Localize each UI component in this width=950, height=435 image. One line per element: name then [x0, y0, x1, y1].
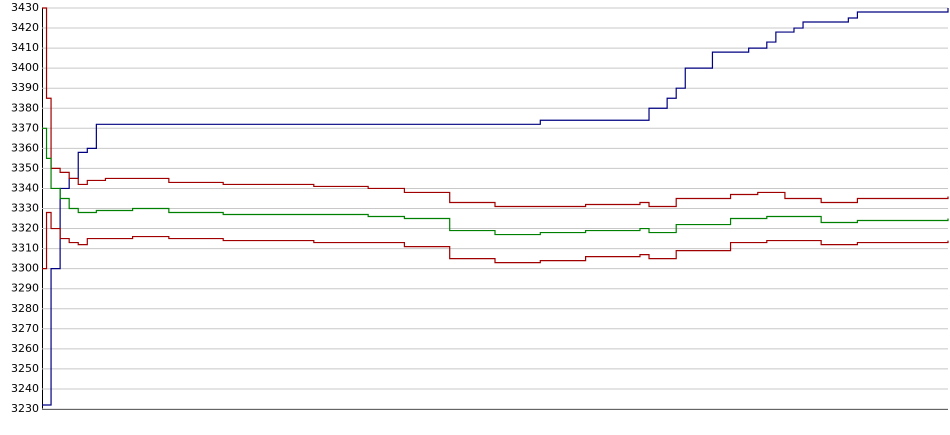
series-line — [42, 127, 949, 236]
y-tick-label: 3240 — [11, 382, 39, 395]
y-tick-label: 3330 — [11, 202, 39, 215]
y-tick-label: 3260 — [11, 342, 39, 355]
y-tick-label: 3230 — [11, 402, 39, 415]
y-tick-label: 3290 — [11, 282, 39, 295]
y-tick-label: 3410 — [11, 41, 39, 54]
y-tick-label: 3250 — [11, 362, 39, 375]
y-tick-label: 3380 — [11, 101, 39, 114]
y-tick-label: 3300 — [11, 262, 39, 275]
y-tick-label: 3430 — [11, 1, 39, 14]
y-tick-label: 3370 — [11, 121, 39, 134]
y-tick-label: 3280 — [11, 302, 39, 315]
y-tick-label: 3400 — [11, 61, 39, 74]
series-line — [42, 211, 949, 270]
y-tick-label: 3310 — [11, 242, 39, 255]
y-tick-label: 3270 — [11, 322, 39, 335]
series-line — [42, 8, 949, 406]
y-tick-label: 3340 — [11, 181, 39, 194]
y-tick-label: 3420 — [11, 21, 39, 34]
y-tick-label: 3320 — [11, 222, 39, 235]
y-tick-label: 3390 — [11, 81, 39, 94]
y-tick-label: 3360 — [11, 141, 39, 154]
y-tick-label: 3350 — [11, 161, 39, 174]
series-line — [42, 7, 949, 208]
